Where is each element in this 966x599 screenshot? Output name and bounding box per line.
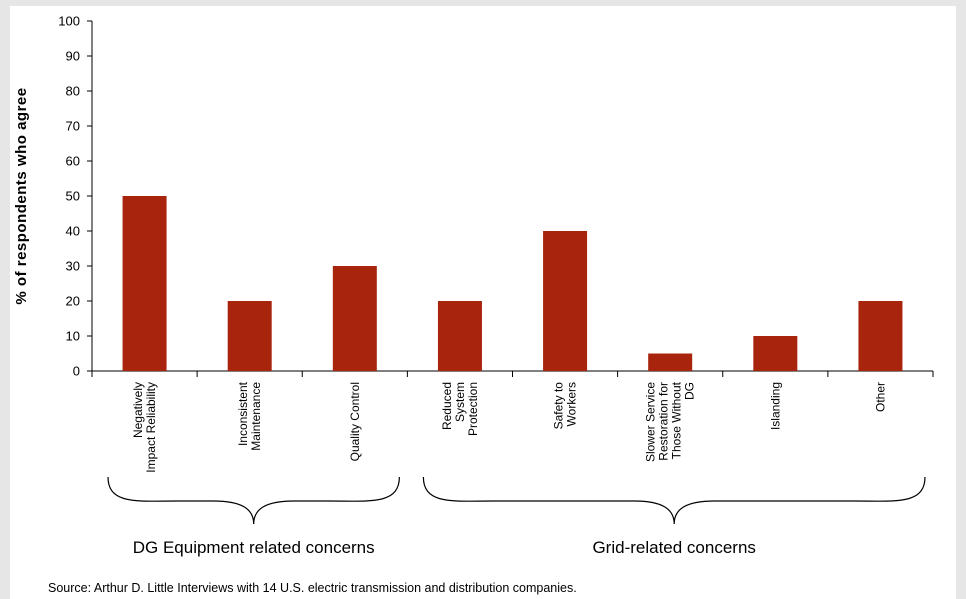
x-category-label: Maintenance [249,382,263,451]
bar [753,336,797,371]
bar [543,231,587,371]
y-tick-label: 50 [66,189,80,204]
y-tick-label: 90 [66,49,80,64]
group-label: DG Equipment related concerns [133,538,375,557]
x-category-label: Reduced [440,382,454,430]
x-category-label: System [453,382,467,422]
y-ticks: 0 10 20 30 40 50 60 70 80 90 100 [58,14,92,379]
y-tick-label: 60 [66,154,80,169]
x-category-label: Slower Service [644,382,658,462]
bar [333,266,377,371]
x-category-label: Negatively [131,382,145,438]
bar [858,301,902,371]
x-category-label: Workers [565,382,579,426]
x-category-labels: Negatively Impact Reliability Inconsistent… [131,381,887,472]
x-category-label: Other [873,382,887,412]
bar-chart: % of respondents who agree 0 10 20 30 40 50 60… [10,6,956,599]
y-axis-title-group: % of respondents who agree [13,87,30,304]
group-brace [423,477,925,524]
group-brace [108,477,399,524]
y-tick-label: 70 [66,119,80,134]
chart-panel: % of respondents who agree 0 10 20 30 40 50 60… [10,6,956,599]
bar [228,301,272,371]
group-braces: DG Equipment related concerns Grid-relate… [108,477,925,557]
bars [123,196,903,371]
y-axis-title: % of respondents who agree [13,87,30,304]
y-tick-label: 20 [66,294,80,309]
y-tick-label: 80 [66,84,80,99]
x-category-label: Restoration for [657,382,671,461]
x-category-label: Impact Reliability [144,382,158,473]
axes [92,21,933,377]
x-category-label: Quality Control [348,382,362,461]
bar [438,301,482,371]
x-category-label: Those Without [670,381,684,459]
x-category-label: Safety to [552,382,566,430]
x-category-label: Inconsistent [236,381,250,446]
x-category-label: DG [683,382,697,400]
y-tick-label: 10 [66,329,80,344]
bar [648,354,692,372]
y-tick-label: 100 [58,14,80,29]
y-tick-label: 40 [66,224,80,239]
y-tick-label: 0 [73,364,80,379]
x-category-label: Islanding [768,382,782,430]
bar [123,196,167,371]
x-category-label: Protection [466,382,480,436]
y-tick-label: 30 [66,259,80,274]
group-label: Grid-related concerns [592,538,755,557]
source-note: Source: Arthur D. Little Interviews with… [48,581,577,595]
